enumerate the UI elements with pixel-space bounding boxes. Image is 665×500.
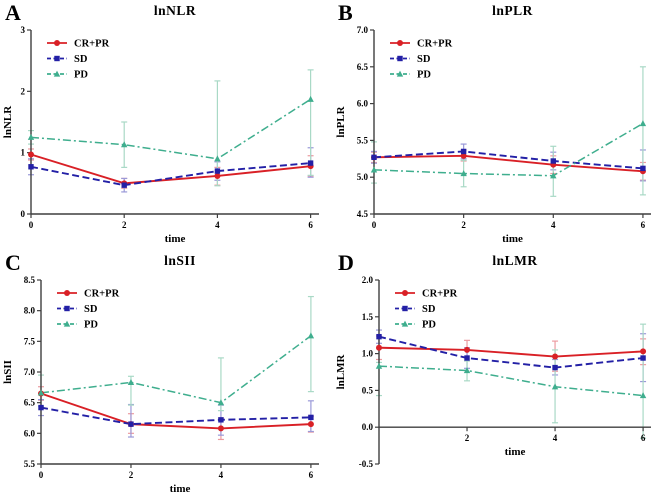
- chart-title-lnsii: lnSII: [164, 253, 196, 268]
- svg-text:4: 4: [215, 220, 220, 230]
- panel-letter-b: B: [338, 0, 353, 25]
- svg-text:6: 6: [641, 433, 646, 443]
- svg-text:CR+PR: CR+PR: [422, 289, 458, 300]
- svg-text:2: 2: [122, 220, 127, 230]
- svg-text:4: 4: [219, 470, 224, 480]
- svg-text:6.0: 6.0: [357, 99, 369, 109]
- svg-text:time: time: [505, 446, 526, 458]
- svg-text:lnLMR: lnLMR: [335, 354, 347, 390]
- svg-text:time: time: [170, 483, 191, 495]
- svg-text:SD: SD: [74, 54, 88, 65]
- svg-text:CR+PR: CR+PR: [74, 39, 110, 50]
- svg-text:0: 0: [372, 220, 377, 230]
- svg-text:1.0: 1.0: [362, 349, 374, 359]
- svg-text:6: 6: [308, 220, 313, 230]
- svg-text:4: 4: [551, 220, 556, 230]
- panel-b: B lnPLR 4.5 5.0 5.5 6.0 6.5 7.0 0 2 4 6 time lnPLR C…: [333, 0, 665, 250]
- svg-text:-0.5: -0.5: [359, 459, 374, 469]
- svg-text:6.5: 6.5: [357, 62, 369, 72]
- svg-text:PD: PD: [422, 320, 436, 331]
- svg-text:0.0: 0.0: [362, 422, 374, 432]
- svg-text:2: 2: [129, 470, 134, 480]
- svg-text:CR+PR: CR+PR: [84, 289, 120, 300]
- svg-text:4: 4: [553, 433, 558, 443]
- svg-text:2: 2: [21, 86, 26, 96]
- line-chart-lnplr: 4.5 5.0 5.5 6.0 6.5 7.0 0 2 4 6 time lnPLR CR+PR SD PD: [335, 25, 651, 245]
- panel-letter-d: D: [338, 250, 354, 275]
- svg-text:3: 3: [21, 25, 26, 35]
- svg-text:SD: SD: [422, 304, 436, 315]
- svg-text:SD: SD: [84, 304, 98, 315]
- panel-c: C lnSII 5.5 6.0 6.5 7.0 7.5 8.0 8.5 0 2 4 6 time lnS…: [0, 250, 333, 500]
- svg-text:5.0: 5.0: [357, 172, 369, 182]
- panel-a: A lnNLR 0 1 2 3 0 2 4 6 time lnNLR CR+PR SD PD: [0, 0, 333, 250]
- panel-letter-a: A: [5, 0, 21, 25]
- svg-text:PD: PD: [84, 320, 98, 331]
- svg-text:7.0: 7.0: [24, 367, 36, 377]
- svg-text:lnSII: lnSII: [2, 360, 14, 384]
- svg-text:1.5: 1.5: [362, 312, 374, 322]
- svg-text:4.5: 4.5: [357, 209, 369, 219]
- chart-title-lnplr: lnPLR: [492, 3, 533, 18]
- svg-text:2.0: 2.0: [362, 275, 374, 285]
- chart-title-lnlmr: lnLMR: [492, 253, 538, 268]
- svg-text:7.5: 7.5: [24, 336, 36, 346]
- svg-text:6.0: 6.0: [24, 428, 36, 438]
- svg-text:6.5: 6.5: [24, 398, 36, 408]
- svg-text:0.5: 0.5: [362, 385, 374, 395]
- svg-text:lnNLR: lnNLR: [2, 105, 14, 138]
- svg-text:8.5: 8.5: [24, 275, 36, 285]
- svg-text:CR+PR: CR+PR: [417, 39, 453, 50]
- svg-text:5.5: 5.5: [357, 135, 369, 145]
- svg-text:lnPLR: lnPLR: [335, 105, 347, 137]
- svg-text:PD: PD: [74, 70, 88, 81]
- chart-title-lnnlr: lnNLR: [153, 3, 197, 18]
- panel-d: D lnLMR -0.5 0.0 0.5 1.0 1.5 2.0 2 4 6 time lnLMR C…: [333, 250, 665, 500]
- svg-text:0: 0: [21, 209, 26, 219]
- line-chart-lnlmr: -0.5 0.0 0.5 1.0 1.5 2.0 2 4 6 time lnLMR CR+PR SD PD: [335, 275, 651, 469]
- svg-text:1: 1: [21, 148, 26, 158]
- svg-text:0: 0: [29, 220, 34, 230]
- svg-text:2: 2: [461, 220, 466, 230]
- svg-text:6: 6: [309, 470, 314, 480]
- svg-text:0: 0: [39, 470, 44, 480]
- svg-text:SD: SD: [417, 54, 431, 65]
- svg-text:7.0: 7.0: [357, 25, 369, 35]
- svg-text:6: 6: [641, 220, 646, 230]
- svg-text:time: time: [502, 233, 523, 245]
- svg-text:time: time: [165, 233, 186, 245]
- svg-text:5.5: 5.5: [24, 459, 36, 469]
- svg-text:2: 2: [465, 433, 470, 443]
- line-chart-lnnlr: 0 1 2 3 0 2 4 6 time lnNLR CR+PR SD PD: [2, 25, 319, 245]
- line-chart-lnsii: 5.5 6.0 6.5 7.0 7.5 8.0 8.5 0 2 4 6 time lnSII CR+PR S…: [2, 275, 319, 495]
- svg-text:PD: PD: [417, 70, 431, 81]
- svg-text:8.0: 8.0: [24, 306, 36, 316]
- panel-letter-c: C: [5, 250, 21, 275]
